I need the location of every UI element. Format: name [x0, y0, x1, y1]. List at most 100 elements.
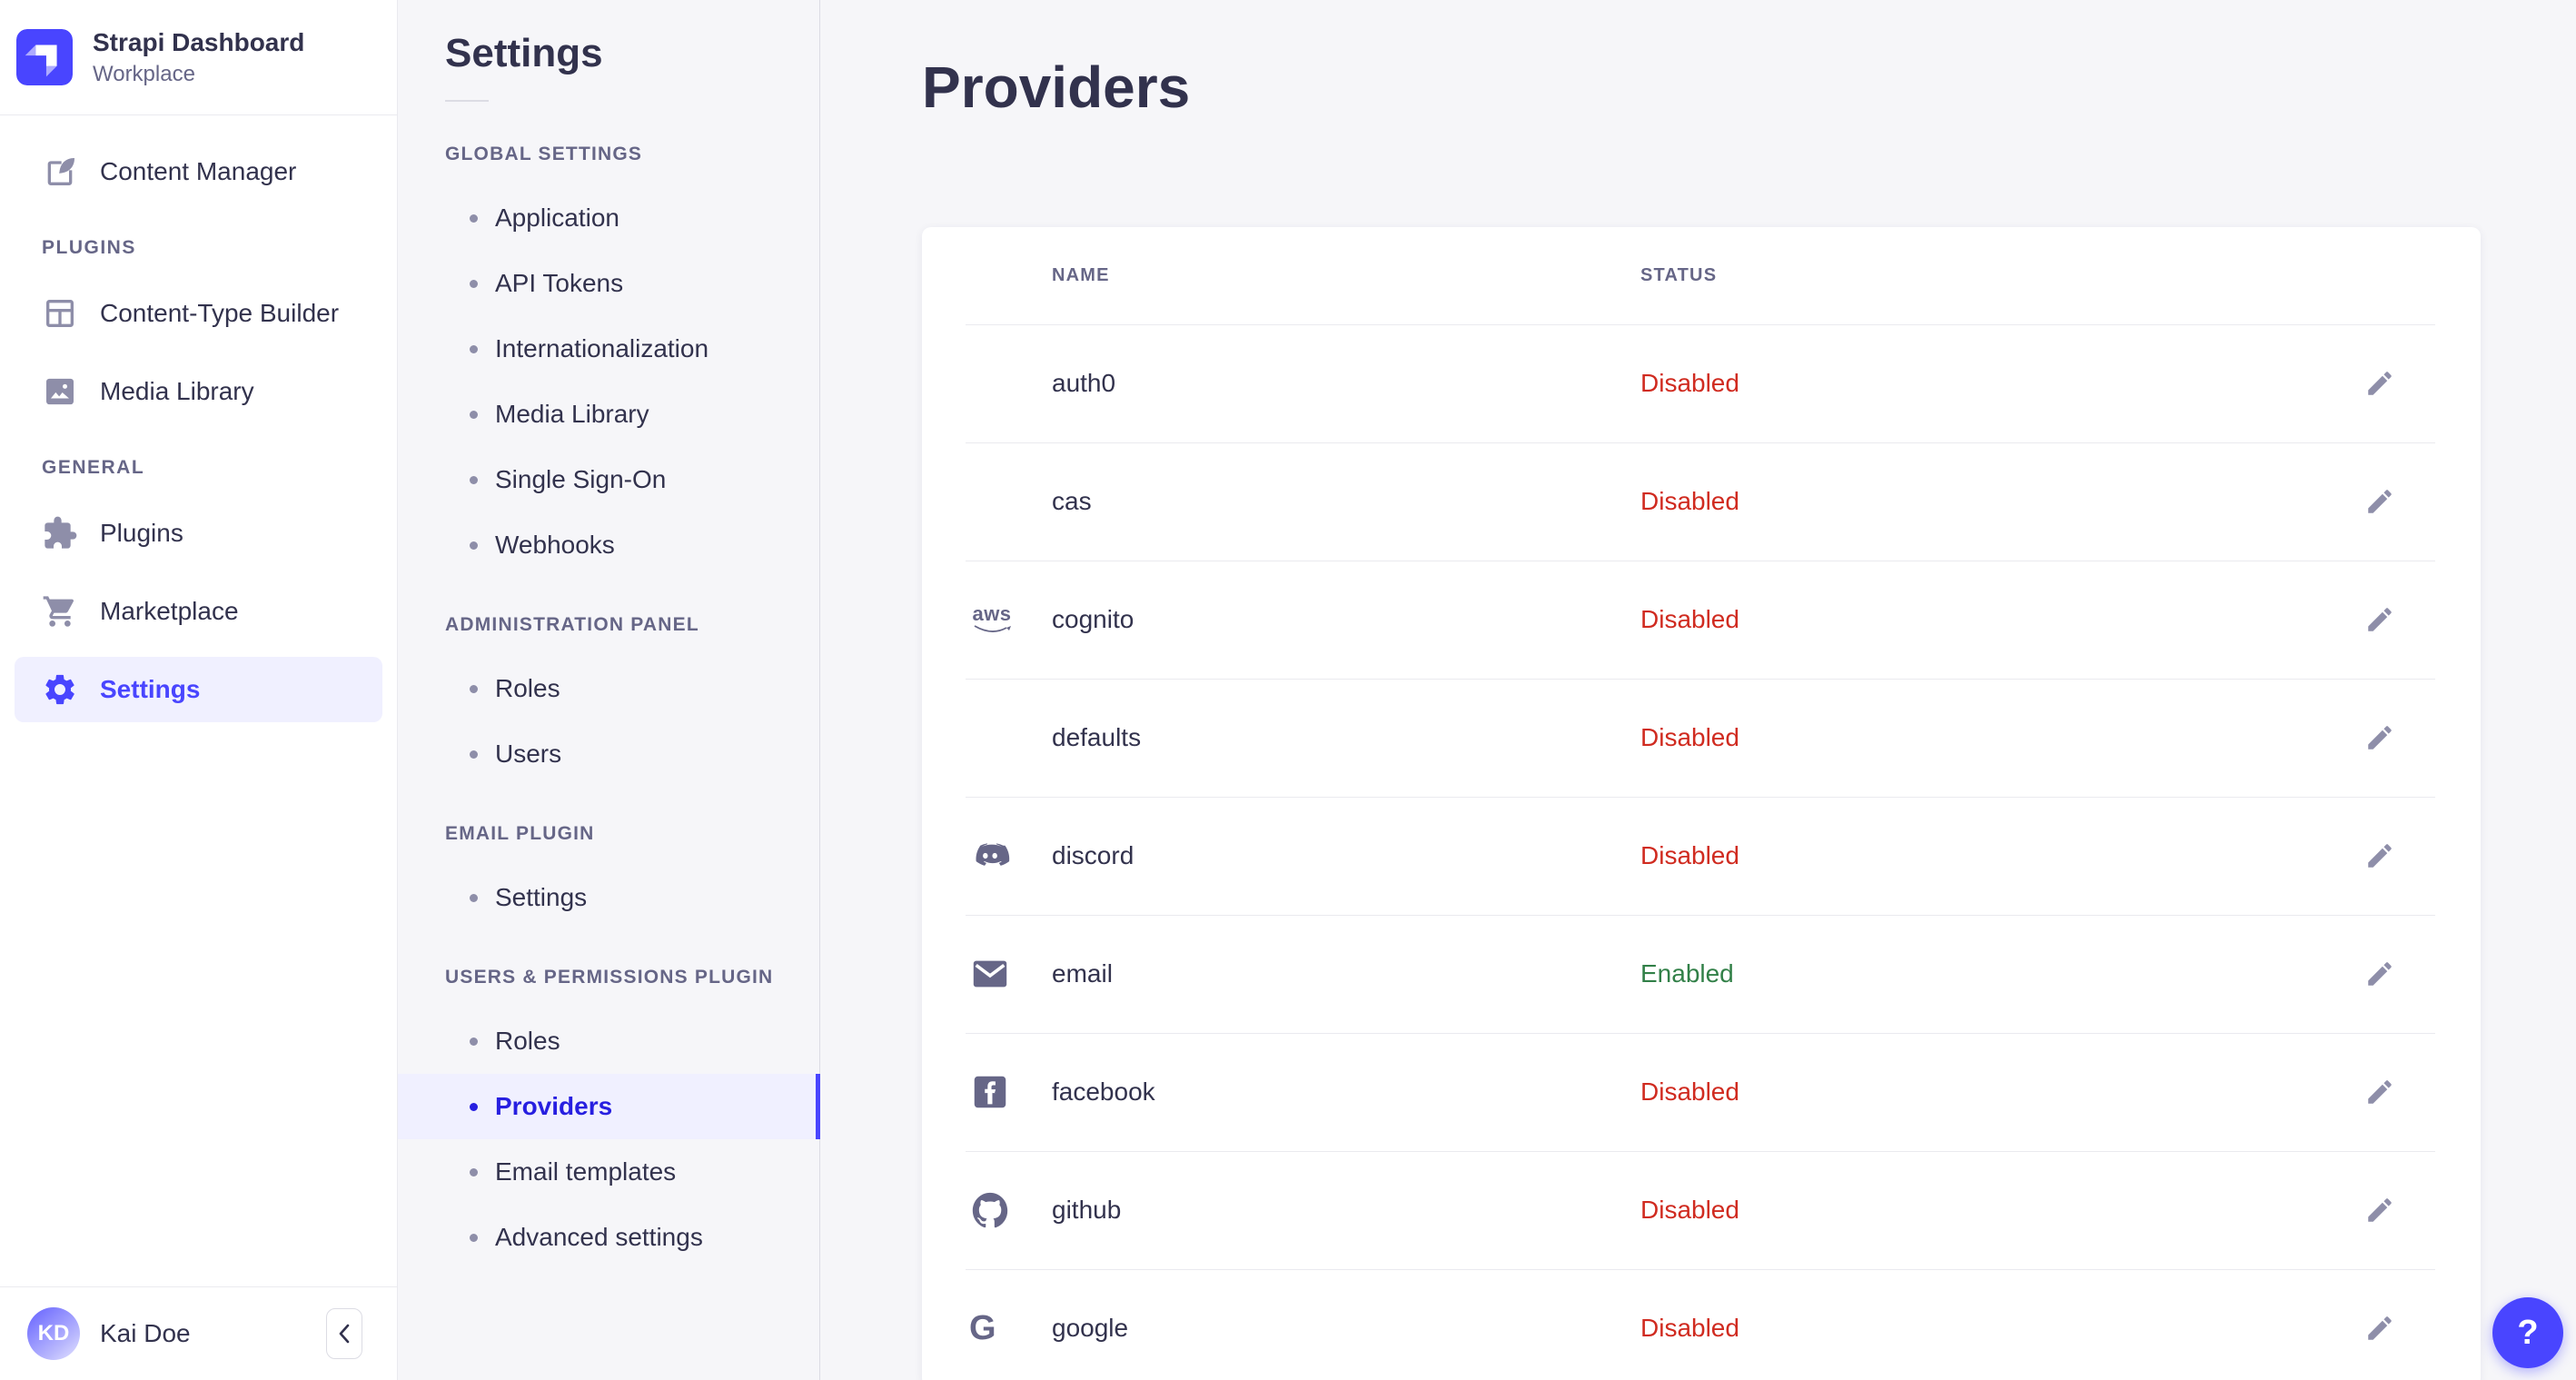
subnav-item-label: Providers — [495, 1092, 613, 1120]
edit-provider-button[interactable] — [2364, 485, 2397, 518]
subnav-section-label: USERS & PERMISSIONS PLUGIN — [445, 967, 774, 988]
subnav-section-label: GLOBAL SETTINGS — [445, 144, 643, 164]
subnav-section-global-settings: GLOBAL SETTINGS Application API Tokens Inte… — [398, 144, 819, 578]
subnav-item-label: Webhooks — [495, 531, 615, 559]
pencil-icon — [2368, 1080, 2392, 1104]
sidebar-item-media-library[interactable]: Media Library — [15, 359, 382, 424]
row-divider — [966, 915, 2435, 916]
status-badge: Disabled — [1640, 1077, 1739, 1106]
row-divider — [966, 1151, 2435, 1152]
sidebar-item-settings[interactable]: Settings — [15, 657, 382, 722]
row-divider — [966, 1269, 2435, 1270]
edit-provider-button[interactable] — [2364, 1076, 2397, 1108]
bullet-icon — [470, 410, 478, 419]
subnav-section-label: EMAIL PLUGIN — [445, 823, 595, 844]
bullet-icon — [470, 541, 478, 550]
main-content: Providers NAME STATUS auth0 Disabled cas Di… — [820, 0, 2576, 1380]
provider-row-auth0: auth0 Disabled — [922, 324, 2481, 442]
sidebar-nav: Content Manager PLUGINS Content-Type Build… — [0, 115, 397, 1286]
edit-provider-button[interactable] — [2364, 1194, 2397, 1226]
sidebar-section-label-general: GENERAL — [42, 457, 145, 478]
provider-icon-cell — [922, 953, 1052, 995]
provider-name: github — [1052, 1196, 1122, 1224]
pencil-icon — [2368, 372, 2392, 395]
avatar[interactable]: KD — [27, 1307, 80, 1360]
provider-name: facebook — [1052, 1077, 1155, 1106]
status-badge: Disabled — [1640, 841, 1739, 869]
facebook-icon — [969, 1071, 1011, 1113]
provider-icon-cell: aws — [922, 604, 1052, 635]
provider-name: cognito — [1052, 605, 1134, 633]
subnav-item-label: Application — [495, 204, 619, 232]
provider-row-cas: cas Disabled — [922, 442, 2481, 561]
sidebar-item-label: Content Manager — [100, 157, 297, 185]
subnav-item-label: Single Sign-On — [495, 465, 667, 493]
active-indicator — [816, 1074, 820, 1139]
subnav-item-roles[interactable]: Roles — [398, 656, 819, 721]
edit-provider-button[interactable] — [2364, 1312, 2397, 1345]
page-title: Providers — [922, 55, 1191, 120]
subnav-item-providers[interactable]: Providers — [398, 1074, 820, 1139]
subnav-item-label: Media Library — [495, 400, 649, 428]
settings-icon — [42, 671, 78, 708]
pencil-icon — [2368, 490, 2392, 513]
marketplace-icon — [42, 593, 78, 630]
subnav-item-application[interactable]: Application — [398, 185, 819, 251]
table-header: NAME STATUS — [922, 227, 2481, 324]
provider-name: defaults — [1052, 723, 1142, 751]
subnav-item-users[interactable]: Users — [398, 721, 819, 787]
subnav-item-email-templates[interactable]: Email templates — [398, 1139, 819, 1205]
strapi-logo-icon — [16, 29, 73, 85]
subnav-item-label: Users — [495, 740, 562, 768]
pencil-icon — [2368, 844, 2392, 868]
pencil-icon — [2368, 1198, 2392, 1222]
bullet-icon — [470, 1102, 478, 1111]
bullet-icon — [470, 279, 478, 288]
subnav-item-label: Advanced settings — [495, 1223, 703, 1251]
subnav-item-settings[interactable]: Settings — [398, 865, 819, 930]
row-divider — [966, 442, 2435, 443]
github-icon — [969, 1189, 1011, 1231]
bullet-icon — [470, 344, 478, 353]
subnav-item-label: Internationalization — [495, 334, 709, 362]
app-title: Strapi Dashboard — [93, 28, 305, 57]
subnav-item-label: Email templates — [495, 1157, 677, 1186]
row-divider — [966, 797, 2435, 798]
provider-icon-cell — [922, 1189, 1052, 1231]
subnav-section-label: ADMINISTRATION PANEL — [445, 614, 699, 635]
sidebar-item-marketplace[interactable]: Marketplace — [15, 579, 382, 644]
subnav-title: Settings — [445, 31, 603, 75]
edit-provider-button[interactable] — [2364, 839, 2397, 872]
column-header-status: STATUS — [1640, 265, 1718, 285]
subnav-item-roles[interactable]: Roles — [398, 1008, 819, 1074]
sidebar-item-content-type-builder[interactable]: Content-Type Builder — [15, 281, 382, 346]
pencil-icon — [2368, 962, 2392, 986]
edit-provider-button[interactable] — [2364, 721, 2397, 754]
edit-provider-button[interactable] — [2364, 367, 2397, 400]
row-divider — [966, 1033, 2435, 1034]
providers-table: NAME STATUS auth0 Disabled cas Disabled aws c… — [922, 227, 2481, 1380]
content-type-builder-icon — [42, 295, 78, 332]
subnav-item-single-sign-on[interactable]: Single Sign-On — [398, 447, 819, 512]
bullet-icon — [470, 893, 478, 902]
help-button[interactable]: ? — [2492, 1297, 2563, 1368]
collapse-sidebar-button[interactable] — [326, 1308, 362, 1359]
subnav-item-webhooks[interactable]: Webhooks — [398, 512, 819, 578]
subnav-item-advanced-settings[interactable]: Advanced settings — [398, 1205, 819, 1270]
bullet-icon — [470, 1233, 478, 1242]
subnav-item-api-tokens[interactable]: API Tokens — [398, 251, 819, 316]
sidebar-item-plugins[interactable]: Plugins — [15, 501, 382, 566]
brand-header: Strapi Dashboard Workplace — [0, 0, 397, 115]
subnav-item-media-library[interactable]: Media Library — [398, 382, 819, 447]
edit-provider-button[interactable] — [2364, 958, 2397, 990]
sidebar-section-label-plugins: PLUGINS — [42, 237, 136, 258]
bullet-icon — [470, 213, 478, 223]
subnav-item-internationalization[interactable]: Internationalization — [398, 316, 819, 382]
media-library-icon — [42, 373, 78, 410]
email-icon — [969, 953, 1011, 995]
sidebar-item-content-manager[interactable]: Content Manager — [15, 139, 382, 204]
subnav-item-label: Roles — [495, 1027, 560, 1055]
edit-provider-button[interactable] — [2364, 603, 2397, 636]
status-badge: Disabled — [1640, 605, 1739, 633]
